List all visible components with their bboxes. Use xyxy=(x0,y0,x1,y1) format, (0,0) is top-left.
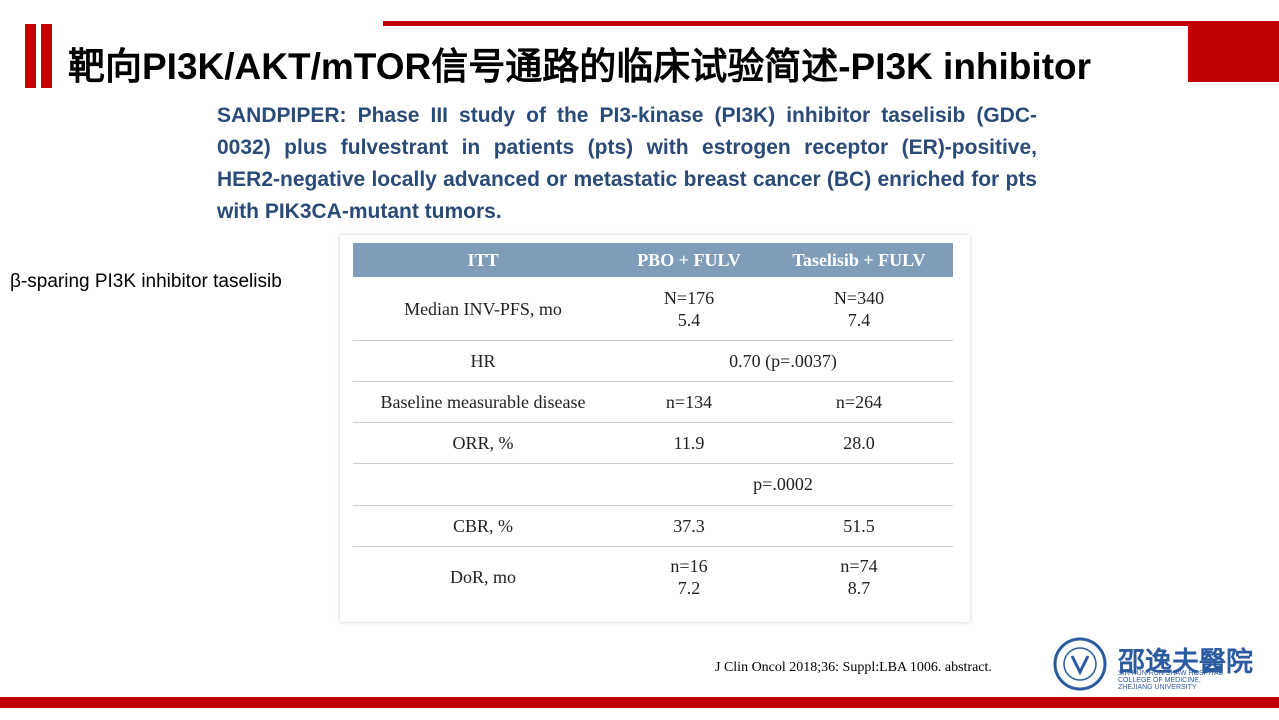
cell-line: n=134 xyxy=(665,391,713,412)
cell-line: N=176 xyxy=(663,287,715,308)
table-header xyxy=(353,243,953,277)
logo-emblem xyxy=(1053,637,1107,691)
row-label: Baseline measurable disease xyxy=(353,381,613,422)
logo-name-cn: 邵逸夫醫院 xyxy=(1118,647,1253,677)
row-label: Median INV-PFS, mo xyxy=(353,277,613,340)
slide-title: 靶向PI3K/AKT/mTOR信号通路的临床试验简述-PI3K inhibito… xyxy=(68,46,1092,87)
table-panel xyxy=(340,235,970,622)
header-text: ITT xyxy=(467,250,499,270)
cell-line: 8.7 xyxy=(847,578,871,598)
subtitle: SANDPIPER: Phase III study of the PI3-ki… xyxy=(217,104,1037,223)
cell-line: n=74 xyxy=(840,556,878,576)
cell: 11.9 xyxy=(613,422,765,463)
label-text: Baseline measurable disease xyxy=(380,391,586,412)
citation: J Clin Oncol 2018;36: Suppl:LBA 1006. ab… xyxy=(715,660,992,675)
row-label: ORR, % xyxy=(353,422,613,463)
cell-line: 7.2 xyxy=(677,578,701,598)
logo-line: ZHEJIANG UNIVERSITY xyxy=(1118,684,1197,691)
logo-name-en: SIR RUN RUN SHAW HOSPITAL COLLEGE OF MEDI… xyxy=(1118,670,1223,691)
row-divider xyxy=(353,340,953,341)
row-divider xyxy=(353,463,953,464)
logo-line: SIR RUN RUN SHAW HOSPITAL xyxy=(1118,670,1223,677)
title-bar-accent xyxy=(25,24,36,88)
cell-line: 11.9 xyxy=(673,432,705,453)
cell: 28.0 xyxy=(765,422,953,463)
row-divider xyxy=(353,505,953,506)
cell-line: 28.0 xyxy=(843,432,875,453)
label-text: DoR, mo xyxy=(449,567,516,587)
cell-text: 0.70 (p=.0037) xyxy=(729,350,837,371)
label-text: Median INV-PFS, mo xyxy=(404,298,562,319)
cell: n=16 7.2 xyxy=(613,546,765,608)
logo-line: COLLEGE OF MEDICINE, xyxy=(1118,677,1201,684)
top-rule xyxy=(383,21,1279,26)
title-block xyxy=(1188,26,1279,82)
column-header: Taselisib + FULV xyxy=(765,243,953,277)
cell-line: 51.5 xyxy=(843,515,875,536)
label-text: HR xyxy=(470,350,496,371)
label-text: ORR, % xyxy=(452,432,514,453)
cell-line: n=16 xyxy=(670,556,708,576)
cell-line: 37.3 xyxy=(673,515,705,536)
cell: n=264 xyxy=(765,381,953,422)
header-text: PBO + FULV xyxy=(637,250,741,270)
row-divider xyxy=(353,381,953,382)
span-cell: 0.70 (p=.0037) xyxy=(613,340,953,381)
span-cell: p=.0002 xyxy=(613,463,953,505)
row-divider xyxy=(353,422,953,423)
cell: n=134 xyxy=(613,381,765,422)
table: ITT PBO + FULV Taselisib + FULV Median INV-… xyxy=(353,243,953,623)
row-label: DoR, mo xyxy=(353,546,613,608)
cell-line: 5.4 xyxy=(677,309,701,330)
cell: 51.5 xyxy=(765,505,953,546)
cell: N=340 7.4 xyxy=(765,277,953,340)
cell-line: 7.4 xyxy=(847,309,871,330)
title-bar-accent xyxy=(41,24,52,88)
side-note: β-sparing PI3K inhibitor taselisib xyxy=(10,271,282,292)
label-text: CBR, % xyxy=(452,515,513,536)
bottom-rule xyxy=(0,697,1279,708)
cell-line: n=264 xyxy=(835,391,883,412)
cell: n=74 8.7 xyxy=(765,546,953,608)
row-label: CBR, % xyxy=(353,505,613,546)
cell-line: N=340 xyxy=(833,287,885,308)
cell: 37.3 xyxy=(613,505,765,546)
header-text: Taselisib + FULV xyxy=(792,250,926,270)
cell: N=176 5.4 xyxy=(613,277,765,340)
row-label: HR xyxy=(353,340,613,381)
cell-text: p=.0002 xyxy=(753,474,813,494)
column-header: ITT xyxy=(353,243,613,277)
column-header: PBO + FULV xyxy=(613,243,765,277)
row-divider xyxy=(353,546,953,547)
